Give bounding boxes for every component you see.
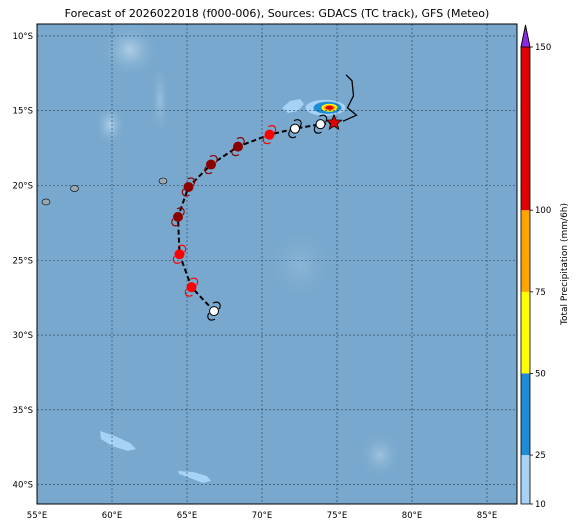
cyclone-center (186, 282, 197, 293)
cyclone-arm (176, 207, 185, 216)
cyclone-center (315, 119, 326, 130)
cyclone-arm (204, 166, 213, 175)
lat-tick-label: 25°S (13, 256, 33, 266)
islands (41, 177, 168, 206)
precip-cell (325, 105, 334, 110)
cyclone-symbol (172, 244, 187, 264)
current-position-star (325, 113, 343, 131)
map-plot-area (37, 24, 517, 504)
cyclone-arm (187, 177, 196, 186)
precip-cells (305, 99, 346, 116)
cyclone-center (209, 306, 219, 317)
cyclone-symbol (207, 301, 221, 321)
cyclone-track (171, 74, 358, 321)
cyclone-symbol (288, 119, 302, 139)
cyclone-arm (313, 125, 322, 134)
colorbar: 10 25 50 75 100 150 (520, 24, 551, 510)
cyclone-arm (231, 148, 240, 157)
lat-tick-label: 40°S (13, 481, 33, 491)
lon-tick-label: 80°E (402, 511, 422, 521)
cyclone-arm (171, 218, 180, 227)
lon-tick-label: 65°E (177, 511, 197, 521)
lon-tick-label: 55°E (27, 511, 47, 521)
precip-patch (100, 431, 136, 451)
cyclone-arm (209, 155, 218, 163)
lon-tick-label: 60°E (102, 511, 122, 521)
colorbar-tick-label: 25 (535, 451, 546, 461)
cloud-texture (358, 430, 402, 480)
lon-tick-label: 85°E (477, 511, 497, 521)
colorbar-tick-label: 75 (535, 288, 546, 298)
colorbar-tick-label: 10 (535, 500, 546, 510)
cloud-texture (150, 60, 170, 140)
lon-tick-label: 75°E (327, 511, 347, 521)
island (70, 185, 79, 192)
colorbar-band (521, 47, 530, 211)
colorbar-tick-label: 150 (535, 43, 551, 53)
lat-tick-label: 15°S (13, 107, 33, 117)
lat-tick-label: 30°S (13, 331, 33, 341)
cyclone-center (173, 211, 183, 222)
cyclone-center (290, 123, 300, 134)
cyclone-arm (236, 137, 245, 145)
map-frame (36, 23, 518, 505)
colorbar-outline (520, 24, 531, 505)
colorbar-band (521, 373, 530, 456)
graticule (37, 24, 517, 504)
cloud-texture (100, 24, 160, 78)
precip-patch (178, 471, 211, 483)
cyclone-symbol (313, 114, 328, 134)
cyclone-symbol (184, 277, 199, 297)
cyclone-center (206, 159, 216, 170)
colorbar-tick-label: 50 (535, 369, 546, 379)
latitude-ticks: 10°S 15°S 20°S 25°S 30°S 35°S 40°S (13, 32, 33, 491)
cyclone-symbol (181, 177, 196, 197)
precip-patch (282, 99, 304, 113)
colorbar-label: Total Precipitation (mm/6h) (560, 203, 570, 326)
cyclone-center (233, 141, 243, 152)
cyclone-symbol (262, 125, 277, 145)
cyclone-symbol (204, 155, 218, 175)
cyclone-arm (288, 130, 297, 139)
cyclone-arm (181, 188, 190, 197)
cyclone-symbol (171, 207, 185, 227)
cyclone-arm (172, 255, 181, 264)
cyclone-center (183, 181, 194, 192)
cyclone-arm (293, 119, 302, 128)
cyclone-arm (268, 125, 277, 134)
colorbar-band (521, 455, 530, 504)
cyclone-arm (262, 136, 271, 145)
lat-tick-label: 20°S (13, 181, 33, 191)
island (41, 198, 51, 206)
cyclone-arm (184, 288, 193, 297)
island (158, 177, 168, 185)
colorbar-tick-label: 100 (535, 206, 551, 216)
cyclone-symbol (231, 137, 245, 157)
colorbar-band (521, 210, 530, 292)
cyclone-center (174, 249, 185, 260)
cyclone-arm (178, 244, 187, 253)
colorbar-band (521, 291, 530, 374)
cyclone-arm (212, 301, 221, 310)
lat-tick-label: 35°S (13, 406, 33, 416)
observed-track-line (342, 74, 358, 122)
map-title: Forecast of 2026022018 (f000-006), Sourc… (64, 7, 490, 20)
cloud-texture (94, 103, 126, 147)
cyclone-arm (207, 312, 216, 321)
lat-tick-label: 10°S (13, 32, 33, 42)
cyclone-arm (319, 114, 328, 123)
cyclone-center (264, 129, 275, 140)
colorbar-extend-arrow (520, 24, 531, 48)
cyclone-arm (190, 277, 199, 286)
longitude-ticks: 55°E 60°E 65°E 70°E 75°E 80°E 85°E (27, 511, 497, 521)
cloud-texture (265, 225, 335, 305)
lon-tick-label: 70°E (252, 511, 272, 521)
